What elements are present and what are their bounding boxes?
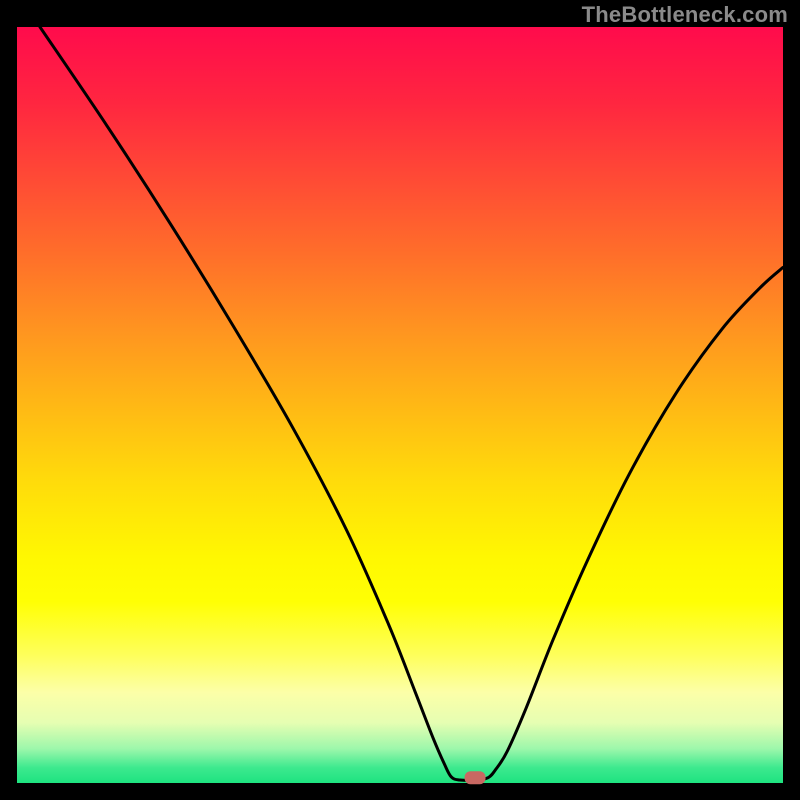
chart-container: TheBottleneck.com [0,0,800,800]
optimal-marker [465,771,486,784]
bottleneck-chart [0,0,800,800]
watermark-text: TheBottleneck.com [582,2,788,28]
